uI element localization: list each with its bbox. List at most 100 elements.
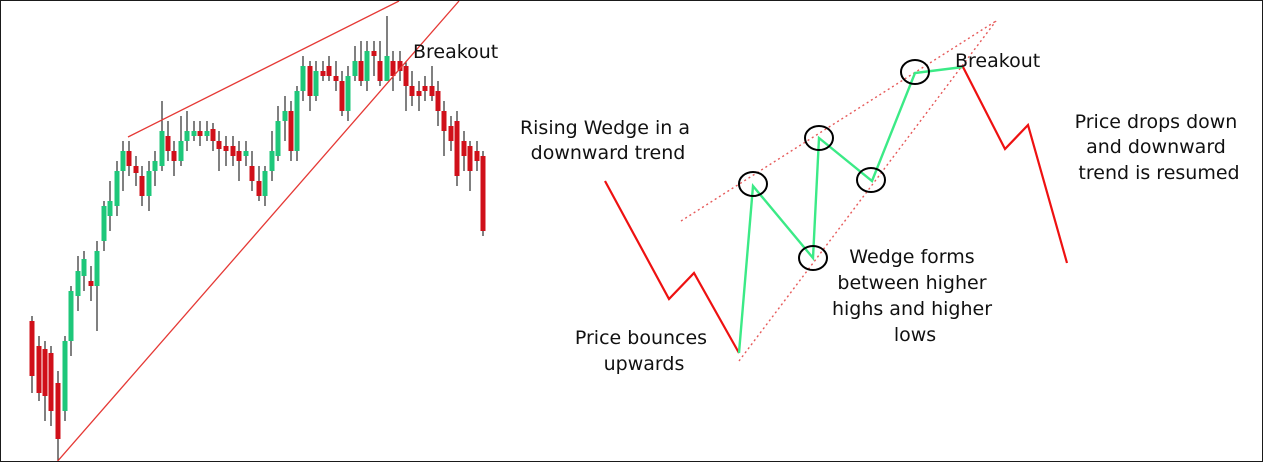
swing-high-circle-1 — [738, 171, 768, 197]
candle-body — [300, 66, 306, 91]
candlestick — [448, 116, 454, 151]
candle-body — [42, 349, 48, 396]
candlestick — [48, 346, 54, 426]
candlestick — [101, 201, 107, 251]
candle-body — [269, 151, 275, 171]
candlestick — [390, 51, 396, 91]
price-drops-label: Price drops down and downward trend is r… — [1075, 111, 1244, 184]
candlestick — [454, 111, 460, 186]
candle-body — [178, 141, 184, 161]
candlestick — [94, 241, 100, 331]
candle-body — [429, 86, 435, 96]
candle-body — [422, 86, 428, 91]
candlestick — [256, 166, 262, 201]
candle-body — [333, 76, 339, 81]
candlestick-series — [29, 16, 486, 461]
candlestick — [275, 106, 281, 161]
candlestick — [210, 123, 216, 151]
left-breakout-label: Breakout — [413, 41, 498, 63]
candle-body — [133, 166, 139, 173]
wedge-upper-trendline — [127, 1, 400, 138]
candle-body — [75, 271, 81, 296]
candlestick — [320, 61, 326, 81]
candle-body — [88, 281, 94, 286]
candlestick — [352, 46, 358, 81]
candlestick — [146, 161, 152, 211]
candle-body — [146, 171, 152, 196]
candle-body — [171, 151, 177, 161]
candle-body — [197, 131, 203, 136]
candlestick — [42, 341, 48, 421]
candlestick — [36, 336, 42, 401]
candle-body — [480, 156, 486, 231]
candle-body — [55, 383, 61, 439]
candle-body — [358, 61, 364, 81]
candlestick — [333, 61, 339, 91]
candle-body — [294, 91, 300, 151]
candlestick — [429, 66, 435, 101]
downtrend-before-path — [604, 180, 740, 354]
wedge-green-path — [737, 65, 964, 354]
candle-body — [474, 151, 480, 161]
candlestick — [474, 141, 480, 171]
candle-body — [94, 251, 100, 286]
candlestick — [120, 141, 126, 191]
wedge-upper-dotted-line — [680, 20, 997, 222]
candle-body — [120, 151, 126, 171]
candle-body — [397, 61, 403, 71]
candle-body — [114, 171, 120, 206]
candle-body — [159, 131, 165, 166]
candlestick — [236, 141, 242, 181]
candlestick — [422, 76, 428, 101]
candle-body — [223, 146, 229, 151]
candle-body — [320, 71, 326, 76]
candlestick — [165, 121, 171, 161]
swing-low-circle-2 — [856, 167, 886, 193]
candle-body — [101, 206, 107, 241]
candlestick — [461, 131, 467, 171]
candle-body — [282, 111, 288, 121]
wedge-forms-label: Wedge forms between higher highs and hig… — [832, 246, 998, 346]
candlestick — [480, 151, 486, 236]
candlestick — [75, 256, 81, 311]
candlestick — [345, 66, 351, 121]
wedge-lower-dotted-line — [738, 20, 997, 362]
candlestick — [262, 166, 268, 206]
candle-body — [243, 151, 249, 156]
swing-high-circle-2 — [804, 125, 834, 151]
candle-body — [461, 141, 467, 156]
candle-body — [139, 176, 145, 196]
candle-body — [416, 91, 422, 96]
candlestick — [294, 86, 300, 161]
candlestick — [249, 151, 255, 191]
candlestick — [107, 181, 113, 231]
candlestick — [197, 121, 203, 146]
candle-body — [345, 76, 351, 111]
candle-body — [191, 131, 197, 136]
candlestick — [68, 286, 74, 356]
candlestick — [403, 61, 409, 111]
candlestick — [133, 156, 139, 186]
candle-body — [230, 146, 236, 156]
candlestick — [269, 131, 275, 181]
candlestick — [416, 81, 422, 111]
candle-body — [384, 56, 390, 81]
candlestick — [152, 151, 158, 186]
candlestick — [371, 41, 377, 76]
candle-body — [441, 111, 447, 131]
candle-body — [48, 353, 54, 411]
candlestick — [178, 116, 184, 166]
candle-body — [81, 259, 87, 276]
candlestick — [81, 251, 87, 291]
candlestick — [288, 101, 294, 161]
candlestick — [62, 336, 68, 421]
candle-body — [68, 291, 74, 341]
candle-body — [313, 71, 319, 96]
candlestick — [435, 81, 441, 126]
candle-body — [204, 131, 210, 136]
candle-body — [249, 166, 255, 181]
candle-body — [152, 161, 158, 171]
candle-body — [467, 146, 473, 171]
